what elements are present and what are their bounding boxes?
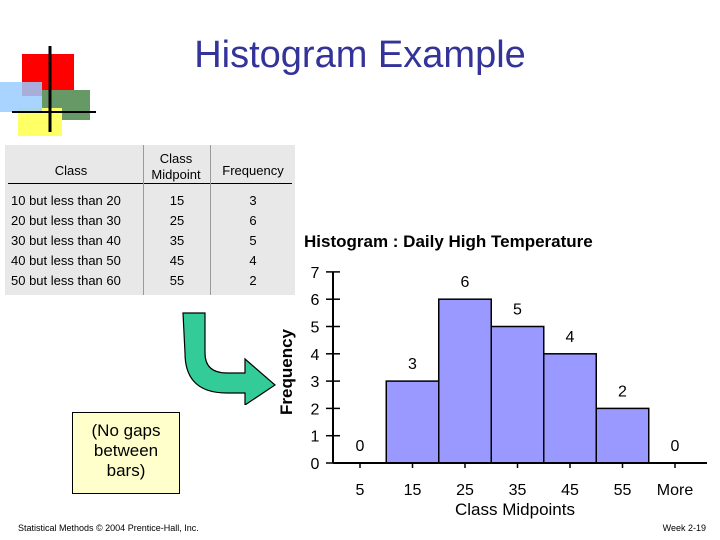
- table-divider: [143, 145, 144, 295]
- y-axis-label: Frequency: [277, 328, 296, 415]
- slide-logo: [0, 46, 96, 136]
- y-tick-label: 4: [311, 347, 320, 364]
- bar-value-label: 4: [566, 329, 575, 346]
- note-box: (No gaps between bars): [72, 412, 180, 494]
- footer-page-number: Week 2-19: [662, 523, 706, 533]
- table-cell-class: 40 but less than 50: [11, 253, 121, 268]
- table-divider: [210, 145, 211, 295]
- table-cell-frequency: 5: [249, 233, 257, 248]
- histogram-bar: [385, 380, 440, 464]
- x-tick-label: 15: [404, 482, 422, 499]
- x-tick-label: 35: [509, 482, 527, 499]
- bar-value-label: 2: [618, 383, 627, 400]
- bar-value-label: 5: [513, 302, 522, 319]
- bar-value-label: 3: [408, 356, 417, 373]
- y-tick-label: 3: [311, 374, 320, 391]
- table-cell-frequency: 2: [249, 273, 257, 288]
- table-cell-frequency: 6: [249, 213, 257, 228]
- x-tick-label: More: [657, 482, 694, 499]
- x-tick-label: 45: [561, 482, 579, 499]
- chart-title: Histogram : Daily High Temperature: [304, 232, 593, 251]
- bar-value-label: 0: [671, 438, 680, 455]
- x-tick-label: 5: [356, 482, 365, 499]
- curved-arrow-icon: [182, 312, 276, 405]
- table-header-midpoint: Class Midpoint: [151, 151, 201, 182]
- table-cell-midpoint: 35: [169, 233, 185, 248]
- x-tick-label: 55: [614, 482, 632, 499]
- footer-copyright: Statistical Methods © 2004 Prentice-Hall…: [18, 523, 199, 533]
- table-cell-class: 20 but less than 30: [11, 213, 121, 228]
- y-tick-label: 7: [311, 265, 320, 282]
- table-cell-frequency: 4: [249, 253, 257, 268]
- x-axis-label: Class Midpoints: [455, 500, 575, 519]
- slide-title-text: Histogram Example: [194, 34, 526, 76]
- table-cell-class: 30 but less than 40: [11, 233, 121, 248]
- bar-value-label: 6: [461, 274, 470, 291]
- histogram-bar: [438, 298, 492, 464]
- histogram-bar: [490, 325, 545, 464]
- bar-value-label: 0: [356, 438, 365, 455]
- histogram-bar: [595, 407, 650, 464]
- table-header-rule: [8, 183, 292, 184]
- table-cell-frequency: 3: [249, 193, 257, 208]
- table-cell-class: 50 but less than 60: [11, 273, 121, 288]
- table-cell-midpoint: 25: [169, 213, 185, 228]
- table-cell-midpoint: 55: [169, 273, 185, 288]
- histogram-bar: [543, 353, 597, 464]
- y-tick-label: 6: [311, 292, 320, 309]
- y-tick-label: 0: [311, 456, 320, 473]
- x-tick-label: 25: [456, 482, 474, 499]
- table-cell-class: 10 but less than 20: [11, 193, 121, 208]
- y-tick-label: 1: [311, 429, 320, 446]
- table-cell-midpoint: 15: [169, 193, 185, 208]
- table-header-class: Class: [54, 163, 88, 178]
- table-cell-midpoint: 45: [169, 253, 185, 268]
- table-header-frequency: Frequency: [222, 163, 284, 178]
- frequency-table: Class Class Midpoint Frequency 10 but le…: [5, 145, 295, 295]
- y-tick-label: 5: [311, 320, 320, 337]
- y-tick-label: 2: [311, 401, 320, 418]
- slide-title: Histogram Example: [0, 34, 720, 77]
